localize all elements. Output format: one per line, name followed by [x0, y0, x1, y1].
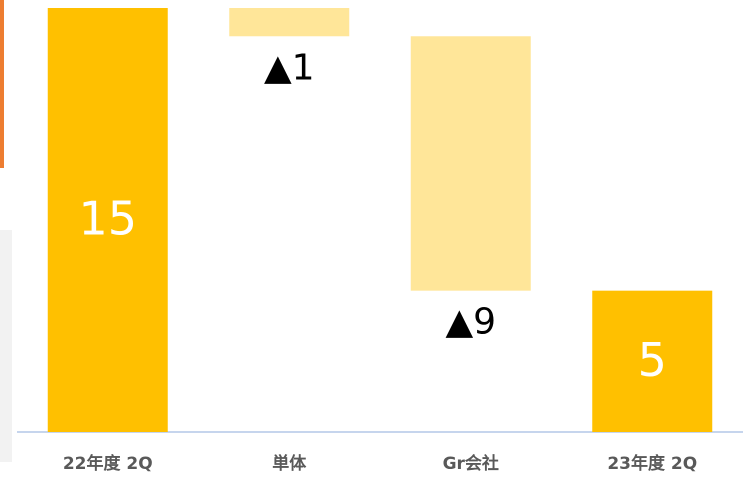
x-tick-label: 単体	[272, 453, 307, 474]
side-accent	[0, 0, 4, 168]
total-bar	[47, 8, 168, 432]
value-label: ▲1	[264, 47, 315, 88]
delta-bar	[229, 8, 350, 37]
x-tick-label: 23年度 2Q	[607, 453, 697, 474]
total-bar	[592, 290, 713, 432]
value-label: ▲9	[445, 302, 496, 343]
value-label: 15	[78, 192, 137, 246]
x-tick-label: 22年度 2Q	[63, 453, 153, 474]
value-label: 5	[638, 333, 667, 387]
x-tick-label: Gr会社	[443, 453, 499, 474]
delta-bar	[410, 36, 531, 291]
side-panel	[0, 230, 12, 462]
